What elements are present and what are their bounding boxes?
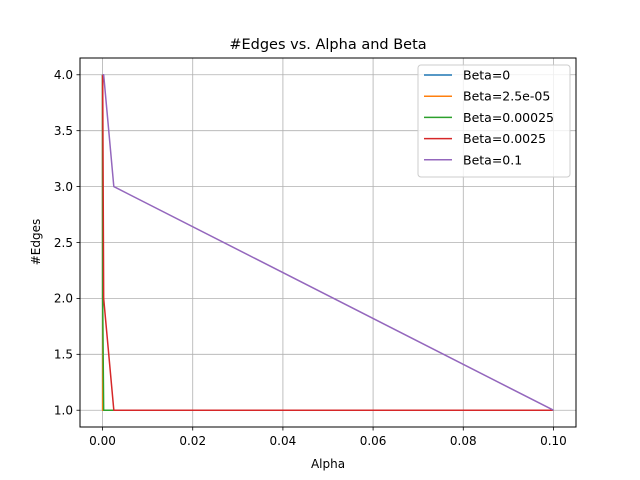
legend-label-2: Beta=2.5e-05 bbox=[463, 89, 550, 104]
y-tick-label: 2.0 bbox=[54, 292, 73, 306]
x-tick-label: 0.04 bbox=[270, 434, 297, 448]
x-tick-label: 0.06 bbox=[360, 434, 387, 448]
x-tick-label: 0.10 bbox=[540, 434, 567, 448]
legend-box bbox=[417, 64, 571, 178]
legend-label-5: Beta=0.1 bbox=[463, 152, 522, 167]
y-tick-label: 4.0 bbox=[54, 68, 73, 82]
x-axis-label: Alpha bbox=[311, 457, 345, 471]
y-tick-label: 3.5 bbox=[54, 124, 73, 138]
y-tick-label: 1.5 bbox=[54, 348, 73, 362]
x-tick-label: 0.00 bbox=[89, 434, 116, 448]
legend-label-3: Beta=0.00025 bbox=[463, 110, 554, 125]
x-tick-label: 0.02 bbox=[179, 434, 206, 448]
legend-label-1: Beta=0 bbox=[463, 68, 510, 83]
grid bbox=[80, 58, 576, 427]
series-line-5 bbox=[101, 74, 554, 411]
y-axis-ticks: 1.0 1.5 2.0 2.5 3.0 3.5 4.0 bbox=[54, 68, 80, 418]
y-tick-label: 3.0 bbox=[54, 180, 73, 194]
legend: Beta=0 Beta=2.5e-05 Beta=0.00025 Beta=0.002… bbox=[417, 64, 571, 178]
x-axis-ticks: 0.00 0.02 0.04 0.06 0.08 0.10 bbox=[89, 427, 567, 448]
y-tick-label: 2.5 bbox=[54, 236, 73, 250]
plot-lines bbox=[101, 74, 554, 411]
legend-label-4: Beta=0.0025 bbox=[463, 131, 546, 146]
y-tick-label: 1.0 bbox=[54, 404, 73, 418]
chart-title: #Edges vs. Alpha and Beta bbox=[229, 37, 426, 53]
y-axis-label: #Edges bbox=[29, 219, 43, 266]
x-tick-label: 0.08 bbox=[450, 434, 477, 448]
